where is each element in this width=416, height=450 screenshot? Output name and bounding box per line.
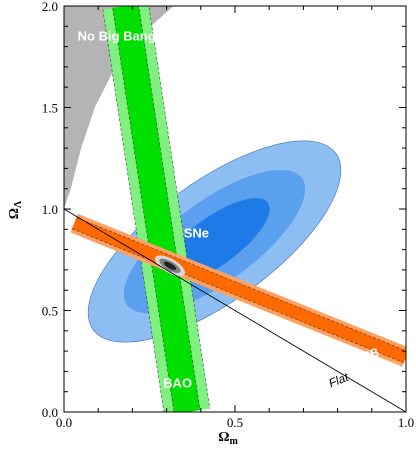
bao-dashed-edge	[148, 6, 211, 409]
cmb-label: CMB	[351, 345, 382, 368]
bao-dashed-edge	[102, 9, 165, 412]
sne-label: SNe	[184, 225, 209, 240]
y-tick-label: 0.5	[42, 304, 58, 319]
plot-area	[64, 6, 406, 412]
y-axis-subscript: Λ	[13, 200, 24, 208]
bao-label: BAO	[163, 376, 192, 391]
flat-label: Flat	[327, 370, 351, 391]
no-big-bang-region	[64, 6, 174, 209]
flat-universe-line	[64, 208, 406, 412]
bao-band-inner	[112, 6, 200, 412]
combined-contour-inner	[163, 261, 177, 271]
combined-confidence-region	[154, 255, 186, 277]
cmb-confidence-band	[70, 213, 406, 367]
y-tick-label: 1.5	[42, 101, 58, 116]
bao-confidence-band	[102, 6, 211, 412]
no-big-bang-label: No Big Bang	[78, 29, 156, 44]
x-axis-title: Ωm	[218, 430, 238, 447]
bao-dashed-edge	[138, 6, 201, 411]
x-tick-label: 0.5	[227, 415, 243, 430]
cmb-band-inner	[72, 217, 406, 363]
y-tick-label: 1.0	[42, 202, 58, 217]
x-tick-label: 1.0	[398, 415, 414, 430]
y-axis-ticks: 0.0 0.5 1.0 1.5 2.0	[42, 0, 406, 420]
y-tick-label: 0.0	[42, 405, 58, 420]
x-tick-label: 0.0	[56, 415, 72, 430]
y-tick-label: 2.0	[42, 0, 58, 14]
bao-dashed-edge	[112, 7, 175, 412]
y-axis-title: ΩΛ	[7, 200, 24, 219]
x-axis-ticks: 0.0 0.5 1.0	[56, 6, 414, 430]
x-axis-subscript: m	[229, 436, 238, 447]
